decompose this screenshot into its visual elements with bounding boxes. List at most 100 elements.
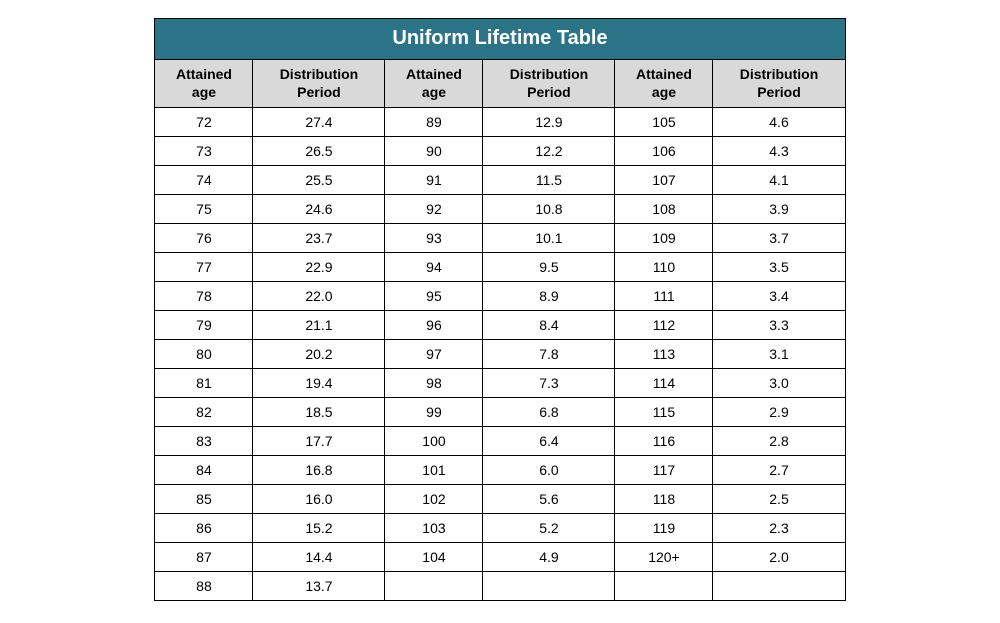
cell-distribution-period: 2.7 xyxy=(713,456,845,485)
table-row: 8119.4987.31143.0 xyxy=(155,369,845,398)
cell-distribution-period: 21.1 xyxy=(253,311,385,340)
cell-attained-age: 101 xyxy=(385,456,483,485)
table-row: 8218.5996.81152.9 xyxy=(155,398,845,427)
cell-attained-age: 90 xyxy=(385,137,483,166)
cell-attained-age: 108 xyxy=(615,195,713,224)
table-row: 7326.59012.21064.3 xyxy=(155,137,845,166)
cell-attained-age xyxy=(385,572,483,601)
cell-distribution-period: 4.9 xyxy=(483,543,615,572)
cell-attained-age: 116 xyxy=(615,427,713,456)
cell-attained-age: 100 xyxy=(385,427,483,456)
col-header-attained-age: Attainedage xyxy=(615,60,713,108)
table-row: 7425.59111.51074.1 xyxy=(155,166,845,195)
cell-attained-age: 113 xyxy=(615,340,713,369)
cell-distribution-period: 14.4 xyxy=(253,543,385,572)
cell-attained-age: 103 xyxy=(385,514,483,543)
cell-distribution-period: 7.3 xyxy=(483,369,615,398)
cell-attained-age: 112 xyxy=(615,311,713,340)
cell-distribution-period: 16.0 xyxy=(253,485,385,514)
cell-attained-age: 89 xyxy=(385,108,483,137)
cell-distribution-period: 7.8 xyxy=(483,340,615,369)
cell-distribution-period: 8.4 xyxy=(483,311,615,340)
cell-distribution-period xyxy=(483,572,615,601)
table-row: 8020.2977.81133.1 xyxy=(155,340,845,369)
cell-attained-age: 81 xyxy=(155,369,253,398)
cell-attained-age: 96 xyxy=(385,311,483,340)
cell-attained-age: 91 xyxy=(385,166,483,195)
cell-distribution-period: 19.4 xyxy=(253,369,385,398)
cell-attained-age: 111 xyxy=(615,282,713,311)
cell-attained-age: 75 xyxy=(155,195,253,224)
cell-distribution-period: 6.8 xyxy=(483,398,615,427)
cell-distribution-period: 2.3 xyxy=(713,514,845,543)
cell-attained-age: 104 xyxy=(385,543,483,572)
cell-attained-age: 80 xyxy=(155,340,253,369)
cell-distribution-period: 26.5 xyxy=(253,137,385,166)
cell-attained-age: 119 xyxy=(615,514,713,543)
cell-distribution-period: 12.9 xyxy=(483,108,615,137)
cell-attained-age: 92 xyxy=(385,195,483,224)
cell-attained-age: 74 xyxy=(155,166,253,195)
cell-distribution-period: 25.5 xyxy=(253,166,385,195)
table-row: 7822.0958.91113.4 xyxy=(155,282,845,311)
cell-distribution-period: 17.7 xyxy=(253,427,385,456)
cell-distribution-period: 6.4 xyxy=(483,427,615,456)
table-row: 8416.81016.01172.7 xyxy=(155,456,845,485)
cell-distribution-period: 5.6 xyxy=(483,485,615,514)
cell-attained-age: 118 xyxy=(615,485,713,514)
cell-attained-age: 73 xyxy=(155,137,253,166)
cell-attained-age: 79 xyxy=(155,311,253,340)
cell-attained-age: 98 xyxy=(385,369,483,398)
cell-distribution-period: 9.5 xyxy=(483,253,615,282)
cell-attained-age: 93 xyxy=(385,224,483,253)
table-row: 8516.01025.61182.5 xyxy=(155,485,845,514)
cell-attained-age: 77 xyxy=(155,253,253,282)
cell-distribution-period: 2.0 xyxy=(713,543,845,572)
cell-attained-age: 87 xyxy=(155,543,253,572)
cell-distribution-period: 22.9 xyxy=(253,253,385,282)
cell-distribution-period: 4.3 xyxy=(713,137,845,166)
cell-attained-age: 106 xyxy=(615,137,713,166)
cell-attained-age: 95 xyxy=(385,282,483,311)
table-row: 8714.41044.9120+2.0 xyxy=(155,543,845,572)
cell-distribution-period: 20.2 xyxy=(253,340,385,369)
cell-distribution-period: 3.3 xyxy=(713,311,845,340)
cell-distribution-period: 10.1 xyxy=(483,224,615,253)
cell-attained-age: 88 xyxy=(155,572,253,601)
cell-attained-age: 83 xyxy=(155,427,253,456)
cell-distribution-period: 23.7 xyxy=(253,224,385,253)
table-row: 7921.1968.41123.3 xyxy=(155,311,845,340)
cell-attained-age: 99 xyxy=(385,398,483,427)
cell-distribution-period: 18.5 xyxy=(253,398,385,427)
table-row: 8317.71006.41162.8 xyxy=(155,427,845,456)
cell-attained-age: 84 xyxy=(155,456,253,485)
cell-attained-age: 72 xyxy=(155,108,253,137)
cell-distribution-period: 3.5 xyxy=(713,253,845,282)
table-row: 7722.9949.51103.5 xyxy=(155,253,845,282)
table-body: 7227.48912.91054.67326.59012.21064.37425… xyxy=(155,108,845,601)
cell-distribution-period: 4.6 xyxy=(713,108,845,137)
cell-attained-age: 94 xyxy=(385,253,483,282)
table-row: 7524.69210.81083.9 xyxy=(155,195,845,224)
cell-distribution-period: 22.0 xyxy=(253,282,385,311)
cell-distribution-period: 2.5 xyxy=(713,485,845,514)
col-header-distribution-period: DistributionPeriod xyxy=(483,60,615,108)
col-header-attained-age: Attainedage xyxy=(155,60,253,108)
cell-attained-age: 117 xyxy=(615,456,713,485)
table-header-row: Attainedage DistributionPeriod Attaineda… xyxy=(155,60,845,108)
cell-distribution-period: 13.7 xyxy=(253,572,385,601)
cell-distribution-period: 12.2 xyxy=(483,137,615,166)
table-row: 8813.7 xyxy=(155,572,845,601)
page: Uniform Lifetime Table Attainedage Distr… xyxy=(0,0,1000,623)
cell-distribution-period: 5.2 xyxy=(483,514,615,543)
cell-attained-age xyxy=(615,572,713,601)
cell-distribution-period: 2.8 xyxy=(713,427,845,456)
table-row: 7227.48912.91054.6 xyxy=(155,108,845,137)
cell-attained-age: 109 xyxy=(615,224,713,253)
cell-distribution-period: 24.6 xyxy=(253,195,385,224)
cell-attained-age: 114 xyxy=(615,369,713,398)
cell-distribution-period: 6.0 xyxy=(483,456,615,485)
cell-distribution-period: 3.7 xyxy=(713,224,845,253)
cell-attained-age: 82 xyxy=(155,398,253,427)
cell-distribution-period: 27.4 xyxy=(253,108,385,137)
